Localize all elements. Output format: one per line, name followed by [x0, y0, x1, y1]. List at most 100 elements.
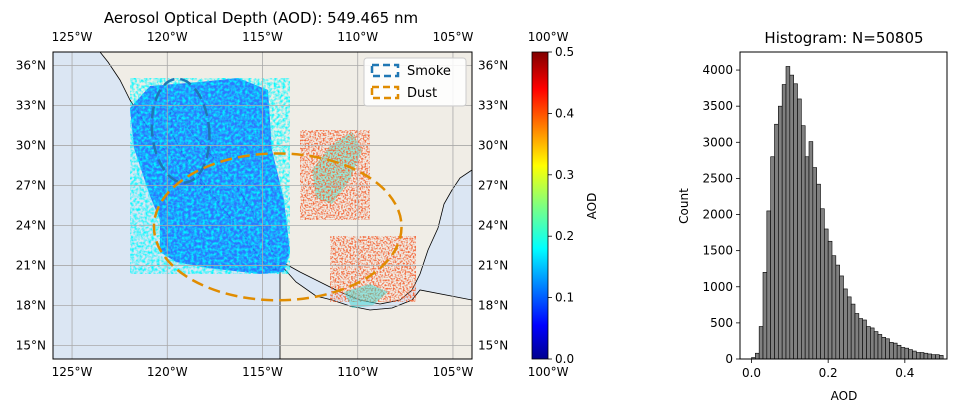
histogram-title: Histogram: N=50805	[764, 29, 923, 47]
map-frame	[52, 51, 473, 360]
histogram-bar	[827, 240, 833, 360]
histogram-bar	[781, 84, 787, 360]
map-ticks: 125°W 125°W 120°W 120°W 115°W 115°W 110°W 110°W…	[16, 30, 569, 379]
histogram-bar	[839, 275, 844, 360]
histogram-bar	[923, 352, 929, 360]
aod-inland-hot	[300, 130, 370, 220]
lat-tick-right-33-n: 33°N	[478, 98, 508, 112]
histogram-bar	[766, 210, 771, 360]
histogram-y-tick-3500: 3500	[702, 99, 733, 113]
lon-tick-top-110-w: 110°W	[337, 30, 378, 44]
lat-tick-right-36-n: 36°N	[478, 58, 508, 72]
histogram-bar	[785, 66, 791, 360]
histogram-bar	[900, 347, 906, 360]
legend-label-dust: Dust	[407, 86, 437, 101]
histogram-y-tick-2000: 2000	[702, 208, 733, 222]
histogram-bar	[812, 167, 817, 360]
colorbar-tick-0-0: 0.0	[555, 352, 574, 366]
histogram-y-tick-4000: 4000	[702, 63, 733, 77]
lon-tick-top-125-w: 125°W	[52, 30, 93, 44]
lat-tick-left-33-n: 33°N	[16, 98, 46, 112]
aod-swath-texture	[130, 78, 290, 274]
colorbar-tick-0-5: 0.5	[555, 45, 574, 59]
lon-tick-top-115-w: 115°W	[242, 30, 283, 44]
colorbar-tick-0-2: 0.2	[555, 229, 574, 243]
lon-tick-top-120-w: 120°W	[147, 30, 188, 44]
map-regions	[150, 77, 403, 302]
histogram-bar	[889, 342, 894, 360]
region-dust	[152, 152, 403, 302]
histogram-bar	[870, 327, 875, 360]
lon-tick-bottom-120-w: 120°W	[147, 365, 188, 379]
colorbar-label: AOD	[585, 193, 599, 220]
histogram-y-tick-1000: 1000	[702, 280, 733, 294]
histogram-y-tick-2500: 2500	[702, 171, 733, 185]
histogram-bar	[858, 318, 863, 360]
histogram-bar	[793, 83, 798, 360]
histogram-bar	[908, 349, 913, 360]
lon-tick-bottom-125-w: 125°W	[52, 365, 93, 379]
lon-tick-top-105-w: 105°W	[433, 30, 474, 44]
lon-tick-top-100-w: 100°W	[528, 30, 569, 44]
histogram-bar	[896, 344, 902, 360]
colorbar-tick-0-4: 0.4	[555, 106, 574, 120]
histogram-bar	[881, 337, 886, 360]
histogram-bar	[789, 74, 794, 360]
histogram-bar	[927, 353, 932, 360]
lat-tick-left-27-n: 27°N	[16, 178, 46, 192]
histogram-y-tick-500: 500	[710, 316, 733, 330]
histogram-bar	[804, 156, 810, 360]
histogram-bar	[758, 326, 764, 360]
histogram-bar	[843, 288, 848, 360]
histogram-y-tick-0: 0	[725, 352, 733, 366]
lat-tick-left-36-n: 36°N	[16, 58, 46, 72]
histogram-bar	[919, 352, 925, 360]
histogram-bar	[778, 105, 783, 360]
lat-tick-right-21-n: 21°N	[478, 259, 508, 273]
map-title: Aerosol Optical Depth (AOD): 549.465 nm	[104, 9, 418, 27]
histogram-bar	[935, 354, 940, 360]
legend-label-smoke: Smoke	[407, 64, 451, 79]
histogram-bar	[877, 334, 883, 360]
histogram-ticks: 0.0 0.2 0.4 0 500 1000 1500 2000 2500 3000 3500 400…	[702, 63, 914, 380]
legend-swatch-dust	[370, 85, 400, 100]
lon-tick-bottom-110-w: 110°W	[337, 365, 378, 379]
histogram-y-tick-1500: 1500	[702, 244, 733, 258]
histogram-xlabel: AOD	[831, 389, 858, 403]
colorbar-ticks: 0.0 0.1 0.2 0.3 0.4 0.5	[548, 45, 574, 366]
lon-tick-bottom-100-w: 100°W	[528, 365, 569, 379]
histogram-bar	[912, 350, 917, 360]
histogram-bar	[862, 319, 867, 360]
map-grid	[53, 52, 472, 359]
histogram-bar	[850, 303, 856, 360]
histogram-bar	[816, 183, 821, 360]
colorbar-tick-0-1: 0.1	[555, 291, 574, 305]
histogram-bar	[770, 156, 775, 360]
histogram-bar	[797, 98, 802, 360]
histogram-ylabel: Count	[677, 188, 691, 224]
histogram-bar	[808, 141, 814, 360]
aod-south-cyan	[344, 284, 388, 308]
map-legend: Smoke Dust	[363, 57, 467, 107]
lat-tick-right-15-n: 15°N	[478, 339, 508, 353]
histogram-bar	[904, 347, 909, 360]
histogram-x-tick-0-0: 0.0	[742, 366, 761, 380]
legend-box	[363, 57, 467, 107]
lat-tick-right-27-n: 27°N	[478, 178, 508, 192]
histogram-bar	[931, 354, 936, 360]
histogram-x-tick-0-4: 0.4	[895, 366, 914, 380]
histogram-bar	[762, 272, 768, 360]
lat-tick-right-24-n: 24°N	[478, 219, 508, 233]
histogram-bar	[885, 338, 890, 360]
histogram-x-tick-0-2: 0.2	[819, 366, 838, 380]
histogram-y-tick-3000: 3000	[702, 135, 733, 149]
histogram-bar	[866, 326, 871, 360]
histogram-bar	[774, 123, 779, 360]
histogram-bar	[873, 331, 879, 360]
histogram-bar	[755, 352, 760, 360]
histogram-bar	[847, 296, 852, 360]
histogram-bar	[831, 255, 837, 360]
lat-tick-right-18-n: 18°N	[478, 299, 508, 313]
lat-tick-left-18-n: 18°N	[16, 299, 46, 313]
